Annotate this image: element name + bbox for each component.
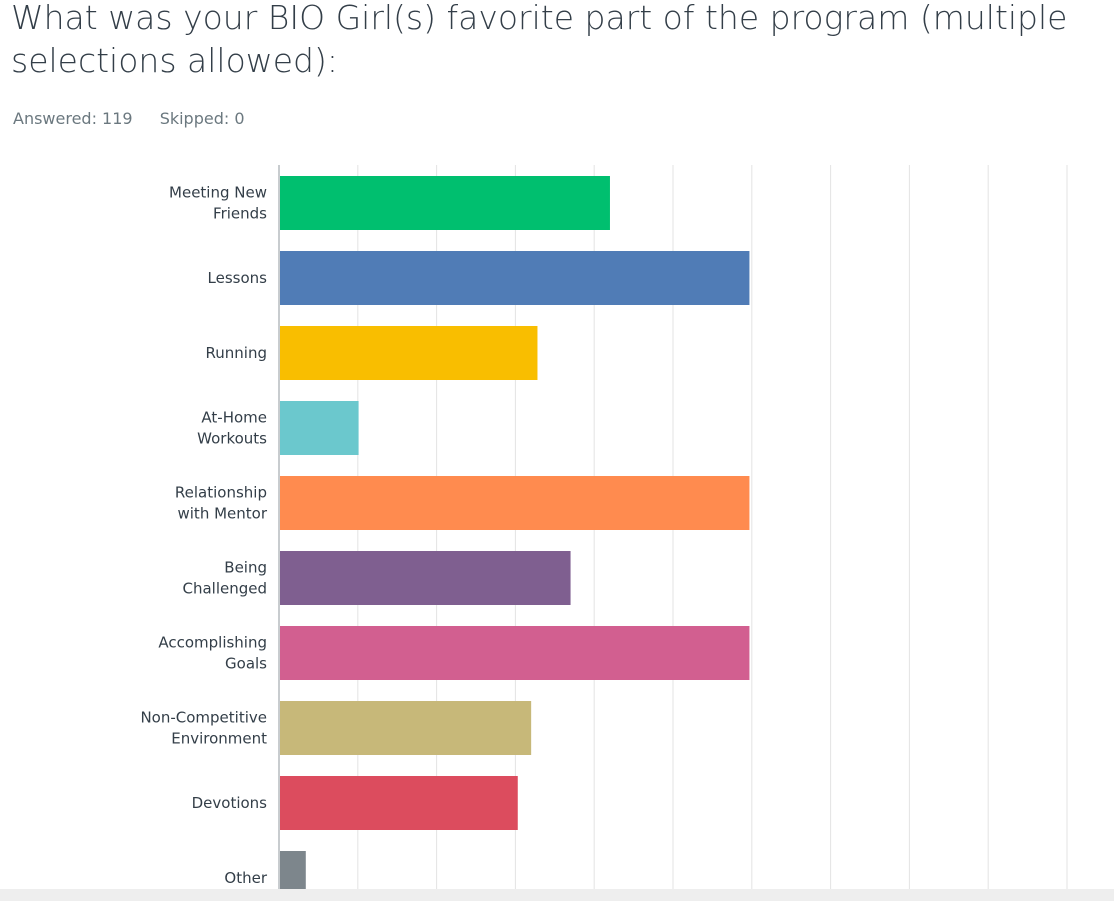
bar [279,626,750,680]
bar [279,476,750,530]
category-label: Being [224,559,267,577]
bar [279,401,359,455]
category-label: with Mentor [178,505,268,523]
footer-strip [0,889,1114,901]
bar [279,851,306,889]
category-label: Challenged [182,580,267,598]
category-label: Devotions [192,794,268,812]
category-label: Lessons [208,269,268,287]
bar-chart: Meeting New Friends Lessons Running At-Home W… [140,165,1068,889]
bar [279,251,750,305]
category-label: Meeting New [169,184,267,202]
category-label: Workouts [197,430,267,448]
response-stats: Answered: 119 Skipped: 0 [13,109,267,128]
question-title: What was your BIO Girl(s) favorite part … [11,0,1068,80]
bar [279,326,538,380]
category-label: Other [224,869,267,887]
bar [279,551,571,605]
category-label: Friends [213,205,267,223]
category-label: Accomplishing [158,634,267,652]
category-label: Running [206,344,267,362]
category-label: Non-Competitive [140,709,267,727]
bar [279,701,532,755]
category-label: Relationship [175,484,267,502]
category-label: At-Home [201,409,267,427]
bar [279,176,610,230]
bar [279,776,518,830]
category-label: Goals [225,655,267,673]
skipped-count: Skipped: 0 [159,109,245,128]
category-label: Environment [171,730,267,748]
answered-count: Answered: 119 [13,109,133,128]
